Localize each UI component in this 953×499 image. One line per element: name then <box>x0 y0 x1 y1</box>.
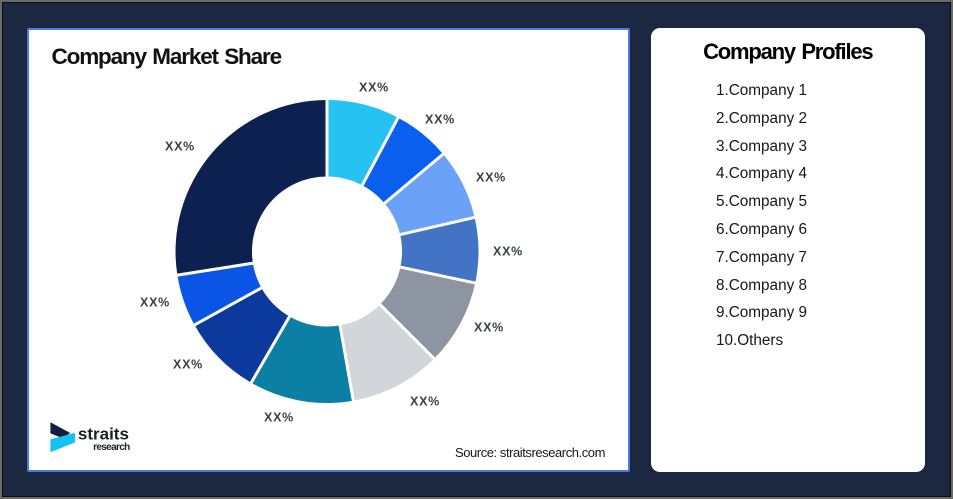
svg-text:XX%: XX% <box>165 140 195 154</box>
svg-text:XX%: XX% <box>264 411 294 425</box>
svg-text:XX%: XX% <box>493 245 523 259</box>
svg-text:XX%: XX% <box>476 171 506 185</box>
svg-text:straits: straits <box>78 424 129 443</box>
svg-text:XX%: XX% <box>173 358 203 372</box>
svg-text:XX%: XX% <box>425 113 455 127</box>
svg-text:XX%: XX% <box>474 321 504 335</box>
svg-text:XX%: XX% <box>140 296 170 310</box>
svg-text:XX%: XX% <box>410 395 440 409</box>
svg-text:research: research <box>93 442 130 453</box>
svg-text:XX%: XX% <box>359 81 389 95</box>
